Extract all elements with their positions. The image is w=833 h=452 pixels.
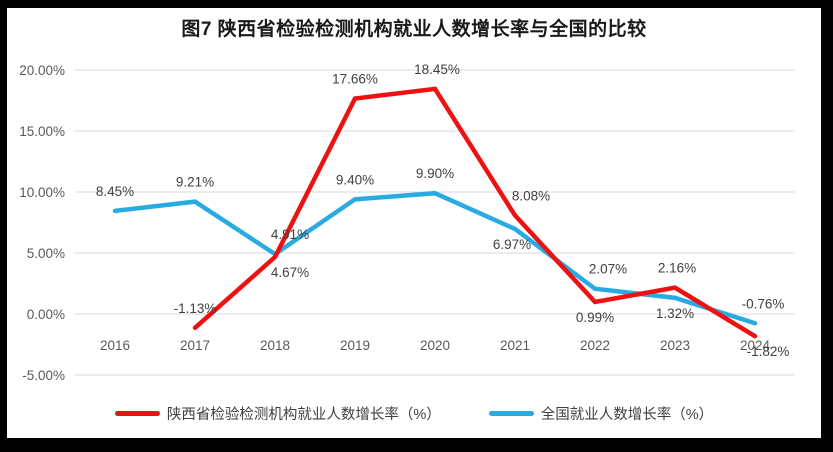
series-line-shaanxi	[192, 86, 758, 339]
data-label: 8.45%	[96, 184, 134, 199]
data-label: 18.45%	[414, 62, 460, 77]
data-label: 6.97%	[493, 237, 531, 252]
legend-swatch-national-line	[488, 411, 534, 416]
data-label: 17.66%	[332, 72, 378, 87]
y-tick-label: 10.00%	[19, 185, 65, 200]
legend-label-national: 全国就业人数增长率（%）	[540, 407, 714, 423]
x-tick-label: 2023	[660, 338, 690, 353]
data-label: 2.07%	[589, 262, 627, 277]
x-tick-label: 2019	[340, 338, 370, 353]
data-label: 1.32%	[656, 306, 694, 321]
data-label: 4.67%	[271, 265, 309, 280]
x-tick-label: 2021	[500, 338, 530, 353]
data-label: -0.76%	[742, 296, 785, 311]
x-tick-label: 2016	[100, 338, 130, 353]
data-label: -1.13%	[174, 301, 217, 316]
data-label: 0.99%	[576, 310, 614, 325]
legend-item-shaanxi: 陕西省检验检测机构就业人数增长率（%）	[114, 403, 441, 424]
series-line-national	[112, 190, 758, 326]
data-label: 9.21%	[176, 175, 214, 190]
y-tick-label: 0.00%	[27, 307, 65, 322]
x-tick-label: 2018	[260, 338, 290, 353]
legend-item-national: 全国就业人数增长率（%）	[488, 403, 714, 424]
x-tick-label: 2024	[740, 338, 771, 353]
line-chart: 20.00% 15.00% 10.00% 5.00% 0.00% -5.00% 2016 20…	[19, 62, 795, 383]
x-tick-label: 2017	[180, 338, 210, 353]
data-label: 2.16%	[658, 261, 696, 276]
chart-canvas: 图7 陕西省检验检测机构就业人数增长率与全国的比较 20.00% 15.00% 10…	[7, 8, 821, 438]
x-tick-label: 2022	[580, 338, 610, 353]
data-label: 8.08%	[512, 188, 550, 203]
data-label: 9.40%	[336, 172, 374, 187]
y-tick-label: -5.00%	[22, 368, 65, 383]
data-label: 9.90%	[416, 166, 454, 181]
legend-swatch-shaanxi-line	[114, 411, 160, 416]
y-tick-label: 5.00%	[27, 246, 65, 261]
chart-title: 图7 陕西省检验检测机构就业人数增长率与全国的比较	[181, 19, 647, 40]
legend-label-shaanxi: 陕西省检验检测机构就业人数增长率（%）	[166, 407, 441, 423]
data-label: 4.91%	[271, 227, 309, 242]
y-tick-label: 20.00%	[19, 63, 65, 78]
y-tick-label: 15.00%	[19, 124, 65, 139]
x-tick-label: 2020	[420, 338, 450, 353]
chart-legend: 陕西省检验检测机构就业人数增长率（%） 全国就业人数增长率（%）	[7, 403, 821, 424]
data-label: -1.82%	[747, 344, 790, 359]
